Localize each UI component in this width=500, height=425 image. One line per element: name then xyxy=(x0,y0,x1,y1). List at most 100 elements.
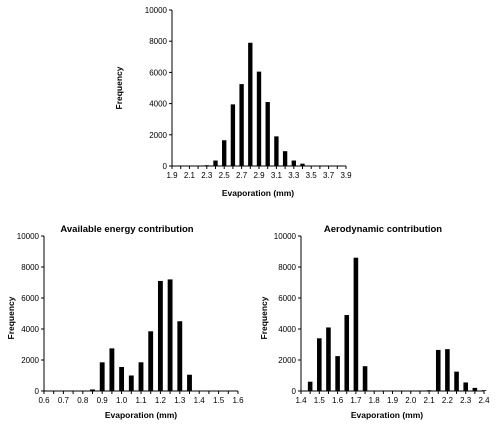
top-chart-bar xyxy=(230,104,236,166)
available-energy-chart-bar xyxy=(99,362,105,391)
available-energy-chart-xtick-label: 0.8 xyxy=(77,396,89,405)
top-chart-bar xyxy=(282,151,288,166)
aerodynamic-chart-xtick-label: 1.9 xyxy=(387,396,399,405)
top-chart-bar xyxy=(239,84,244,166)
available-energy-chart-xtick-label: 1.6 xyxy=(232,396,244,405)
top-chart-bar xyxy=(222,140,227,166)
available-energy-chart-bar xyxy=(119,366,125,391)
available-energy-chart-xlabel: Evaporation (mm) xyxy=(105,410,177,420)
available-energy-chart-bar xyxy=(128,375,134,391)
available-energy-chart-bar xyxy=(157,280,163,391)
available-energy-chart-ytick-label: 2000 xyxy=(21,356,39,365)
aerodynamic-chart-xtick-label: 2.0 xyxy=(405,396,417,405)
top-chart-xtick-label: 2.5 xyxy=(219,171,231,180)
aerodynamic-chart-bar xyxy=(317,338,322,391)
aerodynamic-chart-xtick-label: 1.6 xyxy=(332,396,344,405)
available-energy-chart-xtick-label: 1.2 xyxy=(155,396,167,405)
aerodynamic-chart-ytick-label: 0 xyxy=(292,387,297,396)
top-chart-ytick-label: 8000 xyxy=(149,37,167,46)
available-energy-chart-title: Available energy contribution xyxy=(60,224,193,235)
aerodynamic-chart-bar xyxy=(454,371,459,391)
aerodynamic-chart-ytick-label: 2000 xyxy=(278,356,296,365)
top-chart-ytick-label: 10000 xyxy=(145,6,168,15)
aerodynamic-chart-ytick-label: 4000 xyxy=(278,325,296,334)
top-chart-bar xyxy=(256,71,262,166)
top-chart-xtick-label: 2.7 xyxy=(236,171,248,180)
aerodynamic-chart: Aerodynamic contribution Frequency Evapo… xyxy=(259,224,490,420)
aerodynamic-chart-xtick-label: 2.2 xyxy=(442,396,454,405)
aerodynamic-chart-bar xyxy=(307,381,313,391)
top-chart-xtick-label: 3.3 xyxy=(288,171,300,180)
aerodynamic-chart-bar xyxy=(326,327,331,391)
aerodynamic-chart-xtick-label: 1.8 xyxy=(369,396,381,405)
aerodynamic-chart-bar xyxy=(344,315,350,391)
aerodynamic-chart-xtick-label: 2.3 xyxy=(460,396,472,405)
top-chart-xtick-label: 1.9 xyxy=(166,171,178,180)
aerodynamic-chart-bar xyxy=(445,349,450,391)
aerodynamic-chart-xlabel: Evaporation (mm) xyxy=(351,410,423,420)
available-energy-chart-ytick-label: 0 xyxy=(35,387,40,396)
top-chart-bar xyxy=(213,160,218,166)
available-energy-chart-ylabel: Frequency xyxy=(6,296,16,339)
available-energy-chart-bar xyxy=(90,389,95,391)
available-energy-chart-ytick-label: 4000 xyxy=(21,325,39,334)
aerodynamic-chart-ytick-label: 6000 xyxy=(278,294,296,303)
top-chart-xtick-label: 3.7 xyxy=(323,171,335,180)
available-energy-chart-bar xyxy=(109,348,115,391)
available-energy-chart-bar xyxy=(138,362,144,391)
available-energy-chart-xtick-label: 1.3 xyxy=(174,396,186,405)
top-chart-bar xyxy=(274,136,279,166)
top-chart-ytick-label: 0 xyxy=(163,162,168,171)
available-energy-chart: Available energy contribution Frequency … xyxy=(6,224,244,420)
available-energy-chart-xtick-label: 1.1 xyxy=(135,396,147,405)
aerodynamic-chart-ytick-label: 10000 xyxy=(274,232,297,241)
aerodynamic-chart-bar xyxy=(426,390,432,391)
top-chart-bar xyxy=(248,42,253,167)
aerodynamic-chart-xtick-label: 2.4 xyxy=(478,396,490,405)
top-chart-bar xyxy=(300,163,305,166)
available-energy-chart-ytick-label: 6000 xyxy=(21,294,39,303)
top-chart-xtick-label: 2.9 xyxy=(253,171,265,180)
aerodynamic-chart-ylabel: Frequency xyxy=(259,296,269,339)
top-chart-ytick-label: 6000 xyxy=(149,68,167,77)
available-energy-chart-xtick-label: 0.7 xyxy=(58,396,70,405)
aerodynamic-chart-xtick-label: 1.7 xyxy=(350,396,362,405)
aerodynamic-chart-bar xyxy=(353,257,359,391)
top-chart-bar xyxy=(204,165,209,166)
aerodynamic-chart-xtick-label: 1.5 xyxy=(314,396,326,405)
aerodynamic-chart-xtick-label: 1.4 xyxy=(295,396,307,405)
available-energy-chart-ytick-label: 8000 xyxy=(21,263,39,272)
aerodynamic-chart-bar xyxy=(481,390,487,391)
aerodynamic-chart-ytick-label: 8000 xyxy=(278,263,296,272)
top-chart-xtick-label: 3.1 xyxy=(271,171,283,180)
aerodynamic-chart-bar xyxy=(463,382,468,391)
available-energy-chart-xtick-label: 0.9 xyxy=(97,396,109,405)
top-chart-ytick-label: 4000 xyxy=(149,100,167,109)
top-chart-ylabel: Frequency xyxy=(114,66,124,109)
top-chart-xlabel: Evaporation (mm) xyxy=(222,188,294,198)
top-chart-bar xyxy=(291,160,296,166)
available-energy-chart-bar xyxy=(177,321,183,391)
available-energy-chart-xtick-label: 1.5 xyxy=(213,396,225,405)
aerodynamic-chart-bar xyxy=(435,349,441,391)
aerodynamic-chart-bar xyxy=(362,366,368,391)
available-energy-chart-bar xyxy=(167,279,173,391)
aerodynamic-chart-xtick-label: 2.1 xyxy=(424,396,436,405)
top-chart-xtick-label: 2.1 xyxy=(184,171,196,180)
available-energy-chart-bar xyxy=(148,331,154,391)
top-chart-ytick-label: 2000 xyxy=(149,131,167,140)
top-chart-xtick-label: 2.3 xyxy=(201,171,213,180)
top-chart-bar xyxy=(265,102,270,166)
aerodynamic-chart-bar xyxy=(472,387,478,391)
top-chart: Frequency Evaporation (mm) 0 2000 4000 6000… xyxy=(114,6,352,198)
top-chart-xtick-label: 3.5 xyxy=(306,171,318,180)
available-energy-chart-xtick-label: 0.6 xyxy=(38,396,50,405)
available-energy-chart-xtick-label: 1.0 xyxy=(116,396,128,405)
aerodynamic-chart-title: Aerodynamic contribution xyxy=(324,224,442,235)
aerodynamic-chart-bar xyxy=(335,356,340,391)
top-chart-xtick-label: 3.9 xyxy=(340,171,352,180)
available-energy-chart-ytick-label: 10000 xyxy=(17,232,40,241)
available-energy-chart-bar xyxy=(187,374,192,391)
available-energy-chart-xtick-label: 1.4 xyxy=(194,396,206,405)
